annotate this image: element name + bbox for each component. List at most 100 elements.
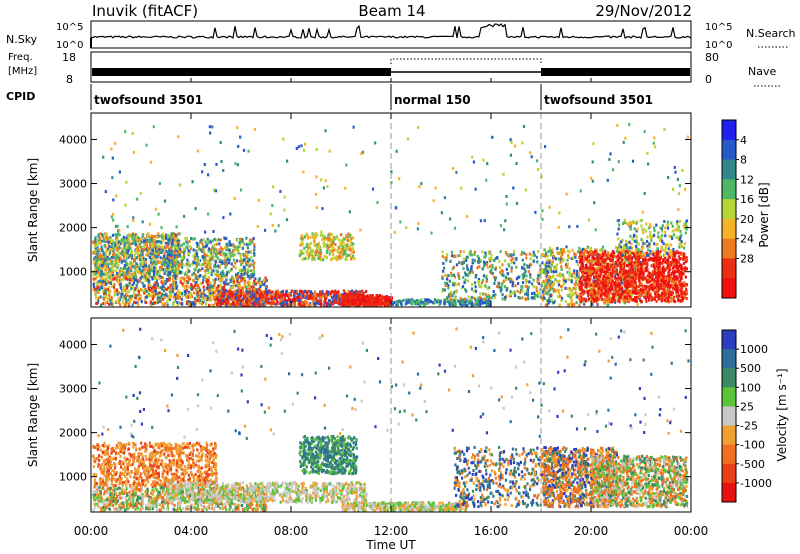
data-cell [139,264,142,268]
data-cell [467,279,470,283]
data-cell [215,269,218,273]
data-cell [490,268,493,272]
data-cell [300,242,303,246]
data-cell [326,295,329,299]
data-cell [453,290,456,294]
data-cell [165,267,168,271]
data-cell [368,302,371,306]
data-cell [600,258,603,262]
data-cell [459,302,462,306]
data-cell [486,300,489,304]
data-cell [123,252,127,256]
data-cell [105,265,109,269]
data-cell [332,240,335,244]
data-cell [252,263,255,267]
data-cell [224,298,227,301]
data-cell [156,250,159,254]
data-cell [176,251,179,255]
data-cell [178,253,181,257]
data-cell [118,272,121,276]
data-cell [548,281,551,285]
data-cell [335,297,338,301]
data-cell [335,255,338,259]
data-cell [556,295,560,299]
data-cell [163,252,166,256]
data-cell [101,258,104,262]
data-cell [550,263,553,267]
data-cell [169,297,172,301]
data-cell [161,267,165,271]
data-cell [188,302,191,306]
data-cell [205,253,208,257]
data-cell [204,245,207,249]
data-cell [123,274,126,278]
data-cell [544,303,547,307]
data-cell [150,234,153,238]
data-cell [176,301,179,304]
data-cell [567,256,570,260]
data-cell [562,248,565,252]
freq-frame [90,51,692,83]
data-cell [577,275,580,279]
data-cell [130,249,133,253]
data-cell [206,283,210,287]
data-cell [97,255,100,259]
data-cell [330,290,334,293]
data-cell [136,297,139,301]
data-cell [118,233,121,237]
data-cell [109,269,112,273]
data-cell [112,256,115,260]
data-cell [236,245,239,249]
data-cell [247,250,250,254]
data-cell [102,302,105,305]
data-cell [515,277,518,281]
data-cell [481,292,485,296]
data-cell [509,280,512,284]
data-cell [160,250,163,254]
data-cell [192,248,195,252]
data-cell [137,253,140,257]
data-cell [375,304,378,307]
data-cell [212,296,215,300]
data-cell [575,301,578,304]
data-cell [513,290,516,294]
data-cell [181,294,184,298]
data-cell [300,289,303,293]
data-cell [480,281,484,285]
data-cell [301,294,304,298]
data-cell [501,284,504,288]
data-cell [482,274,486,278]
data-cell [143,237,146,240]
data-cell [110,247,113,251]
data-cell [190,286,193,290]
data-cell [174,255,177,259]
data-cell [104,292,108,296]
data-cell [322,258,325,262]
data-cell [182,242,185,246]
data-cell [152,235,155,239]
data-cell [603,249,606,252]
data-cell [125,272,128,276]
data-cell [312,293,315,297]
data-cell [172,303,175,307]
data-cell [144,258,148,261]
data-cell [339,233,343,237]
data-cell [117,263,120,267]
data-cell [451,300,454,304]
data-cell [146,252,149,255]
data-cell [276,290,280,294]
data-cell [187,290,191,294]
data-cell [275,291,278,295]
data-cell [559,260,562,264]
data-cell [136,279,139,283]
data-cell [121,252,124,255]
data-cell [229,303,232,307]
data-cell [167,233,170,237]
data-cell [171,264,174,268]
data-cell [330,242,333,246]
data-cell [99,241,102,245]
data-cell [160,295,163,299]
data-cell [348,248,352,252]
data-cell [532,250,535,254]
